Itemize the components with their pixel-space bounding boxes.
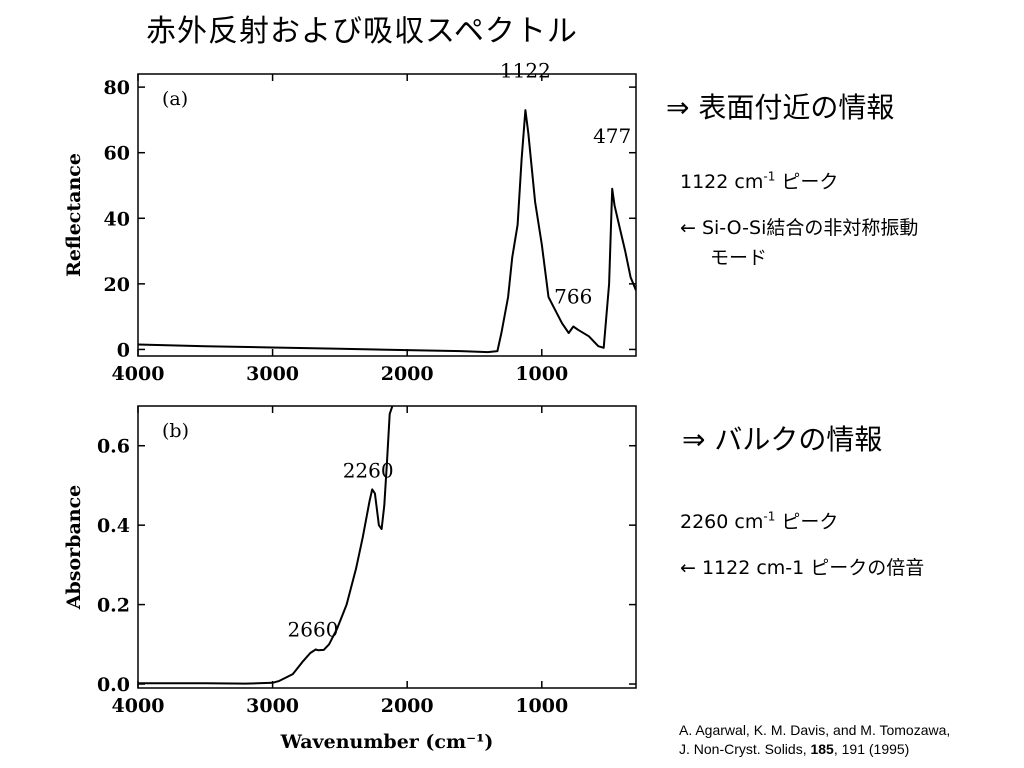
chart2-ytick-label: 0.0	[97, 674, 130, 696]
chart2-xtick-label: 1000	[515, 695, 568, 717]
peak2-exponent: -1	[763, 509, 776, 524]
chart1-series-line	[138, 109, 636, 354]
chart2-xtick-label: 2000	[381, 695, 434, 717]
chart2-peak-label: 2660	[288, 617, 339, 641]
peak2-suffix: ピーク	[775, 511, 839, 533]
chart2-frame	[137, 405, 637, 689]
peak1-description-2: モード	[710, 247, 768, 269]
peak2-line: 2260 cm-1 ピーク	[680, 507, 838, 534]
reference-line-2: J. Non-Cryst. Solids, 185, 191 (1995)	[679, 740, 950, 759]
peak1-value: 1122 cm	[680, 171, 764, 193]
chart1-frame	[137, 73, 637, 357]
chart2-peak-label: 2260	[343, 458, 394, 482]
bulk-info-heading: ⇒ バルクの情報	[682, 423, 883, 456]
peak2-description: ← 1122 cm-1 ピークの倍音	[680, 557, 925, 579]
chart2-xlabel: Wavenumber (cm⁻¹)	[280, 731, 494, 753]
peak1-exponent: -1	[763, 169, 776, 184]
chart2-ytick-label: 0.2	[97, 595, 130, 617]
chart1-ytick-label: 20	[104, 274, 130, 296]
reference-line-1: A. Agarwal, K. M. Davis, and M. Tomozawa…	[679, 722, 951, 738]
chart1-xtick-label: 2000	[381, 363, 434, 385]
peak1-description-1: ← Si-O-Si結合の非対称振動	[680, 217, 919, 239]
peak1-line: 1122 cm-1 ピーク	[680, 167, 838, 194]
chart1-ytick-label: 60	[104, 143, 130, 165]
chart2-series-line	[138, 406, 394, 685]
chart1-ytick-label: 40	[104, 208, 130, 230]
slide-title: 赤外反射および吸収スペクトル	[146, 14, 578, 49]
reference: A. Agarwal, K. M. Davis, and M. Tomozawa…	[679, 721, 950, 759]
chart1-peak-label: 1122	[500, 58, 551, 82]
peak2-value: 2260 cm	[680, 511, 764, 533]
reference-pages: , 191 (1995)	[833, 741, 910, 757]
reference-volume: 185	[810, 741, 834, 757]
chart2-ytick-label: 0.4	[97, 515, 130, 537]
chart1-xtick-label: 3000	[246, 363, 299, 385]
chart1-ytick-label: 0	[117, 339, 130, 361]
chart1-ylabel: Reflectance	[63, 153, 85, 277]
chart2-panel-label: (b)	[162, 420, 189, 442]
chart1-xtick-label: 1000	[515, 363, 568, 385]
chart1-peak-label: 766	[554, 285, 592, 309]
reference-journal: J. Non-Cryst. Solids,	[679, 741, 811, 757]
chart1-panel-label: (a)	[162, 88, 188, 110]
chart2-xtick-label: 3000	[246, 695, 299, 717]
chart2-xtick-label: 4000	[112, 695, 165, 717]
surface-info-heading: ⇒ 表面付近の情報	[666, 91, 895, 124]
chart1-peak-label: 477	[593, 124, 631, 148]
chart2-ytick-label: 0.6	[97, 436, 130, 458]
chart2-ylabel: Absorbance	[63, 485, 85, 610]
chart1-xtick-label: 4000	[112, 363, 165, 385]
peak1-suffix: ピーク	[775, 171, 839, 193]
chart1-ytick-label: 80	[104, 77, 130, 99]
